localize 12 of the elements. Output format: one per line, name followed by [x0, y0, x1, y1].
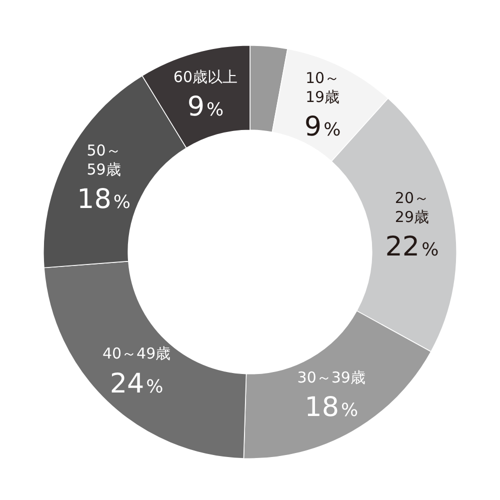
slice-label: 10～ 19歳 — [306, 69, 340, 106]
data-label: 9% — [304, 112, 341, 143]
slice-label: 20～ 29歳 — [394, 188, 429, 226]
slice-label: 30～39歳 — [297, 368, 366, 387]
slice-label: 50～ 59歳 — [86, 142, 121, 179]
slice-label: 40～49歳 — [102, 344, 171, 363]
data-label: 24% — [110, 368, 164, 400]
data-label: 18% — [304, 392, 358, 424]
data-label: 22% — [385, 232, 439, 263]
data-label: 9% — [187, 91, 224, 122]
data-label: 18% — [77, 184, 131, 216]
slice-label: 60歳以上 — [173, 68, 238, 86]
